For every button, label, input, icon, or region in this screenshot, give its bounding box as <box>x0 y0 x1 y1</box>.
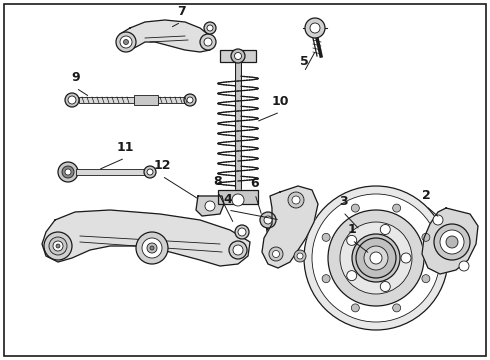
Circle shape <box>328 210 424 306</box>
Circle shape <box>68 96 76 104</box>
Circle shape <box>142 238 162 258</box>
Circle shape <box>58 162 78 182</box>
Text: 1: 1 <box>347 223 356 236</box>
Circle shape <box>422 275 430 283</box>
Circle shape <box>297 253 303 259</box>
Circle shape <box>459 261 469 271</box>
Circle shape <box>422 233 430 241</box>
Circle shape <box>392 304 401 312</box>
Circle shape <box>260 212 276 228</box>
Circle shape <box>440 230 464 254</box>
Circle shape <box>62 166 74 178</box>
Circle shape <box>373 255 379 261</box>
Circle shape <box>294 250 306 262</box>
Circle shape <box>380 282 390 292</box>
Circle shape <box>362 244 390 272</box>
Text: 3: 3 <box>339 195 347 208</box>
Circle shape <box>65 169 71 175</box>
Circle shape <box>144 166 156 178</box>
Circle shape <box>232 194 244 206</box>
Circle shape <box>147 169 153 175</box>
Circle shape <box>370 252 382 264</box>
Text: 6: 6 <box>251 177 259 190</box>
Text: 12: 12 <box>153 159 171 172</box>
Text: 7: 7 <box>176 5 185 18</box>
Circle shape <box>56 244 60 248</box>
Bar <box>220 50 256 62</box>
Circle shape <box>340 222 412 294</box>
Bar <box>76 169 146 175</box>
Polygon shape <box>42 210 250 266</box>
Text: 10: 10 <box>271 95 289 108</box>
Circle shape <box>272 251 279 257</box>
Circle shape <box>184 94 196 106</box>
Circle shape <box>147 243 157 253</box>
Circle shape <box>123 40 128 45</box>
Circle shape <box>434 224 470 260</box>
Circle shape <box>312 194 440 322</box>
Text: 2: 2 <box>421 189 430 202</box>
Text: 5: 5 <box>299 55 308 68</box>
Circle shape <box>44 232 72 260</box>
Circle shape <box>347 235 357 246</box>
Bar <box>134 95 158 105</box>
Circle shape <box>351 304 359 312</box>
Circle shape <box>150 246 154 250</box>
Circle shape <box>49 237 67 255</box>
Circle shape <box>401 253 411 263</box>
Circle shape <box>305 18 325 38</box>
Text: 11: 11 <box>116 141 134 154</box>
Circle shape <box>204 38 212 46</box>
Circle shape <box>288 192 304 208</box>
Text: 8: 8 <box>214 175 222 188</box>
Circle shape <box>347 271 357 281</box>
Circle shape <box>322 233 330 241</box>
Text: 4: 4 <box>223 193 232 206</box>
Circle shape <box>292 196 300 204</box>
Circle shape <box>304 186 448 330</box>
Circle shape <box>356 238 396 278</box>
Circle shape <box>364 246 388 270</box>
Circle shape <box>351 204 359 212</box>
Circle shape <box>204 22 216 34</box>
Circle shape <box>233 245 243 255</box>
Circle shape <box>187 97 193 103</box>
Circle shape <box>238 228 246 236</box>
Circle shape <box>200 34 216 50</box>
Circle shape <box>205 201 215 211</box>
Circle shape <box>235 225 249 239</box>
Circle shape <box>310 23 320 33</box>
Text: 9: 9 <box>72 71 80 84</box>
Circle shape <box>231 49 245 63</box>
Circle shape <box>136 232 168 264</box>
Bar <box>158 97 188 103</box>
Circle shape <box>269 247 283 261</box>
Circle shape <box>352 234 400 282</box>
Circle shape <box>116 32 136 52</box>
Polygon shape <box>196 196 224 216</box>
Circle shape <box>380 225 390 234</box>
Circle shape <box>207 25 213 31</box>
Circle shape <box>433 215 443 225</box>
Circle shape <box>235 53 242 59</box>
Circle shape <box>65 93 79 107</box>
Bar <box>79 97 134 103</box>
Polygon shape <box>422 208 478 274</box>
Circle shape <box>120 36 132 48</box>
Circle shape <box>229 241 247 259</box>
Circle shape <box>392 204 401 212</box>
Circle shape <box>322 275 330 283</box>
Bar <box>218 190 258 204</box>
Circle shape <box>369 251 383 265</box>
Circle shape <box>264 216 272 224</box>
Polygon shape <box>262 186 318 268</box>
Polygon shape <box>118 20 215 52</box>
Circle shape <box>446 236 458 248</box>
Circle shape <box>53 241 63 251</box>
